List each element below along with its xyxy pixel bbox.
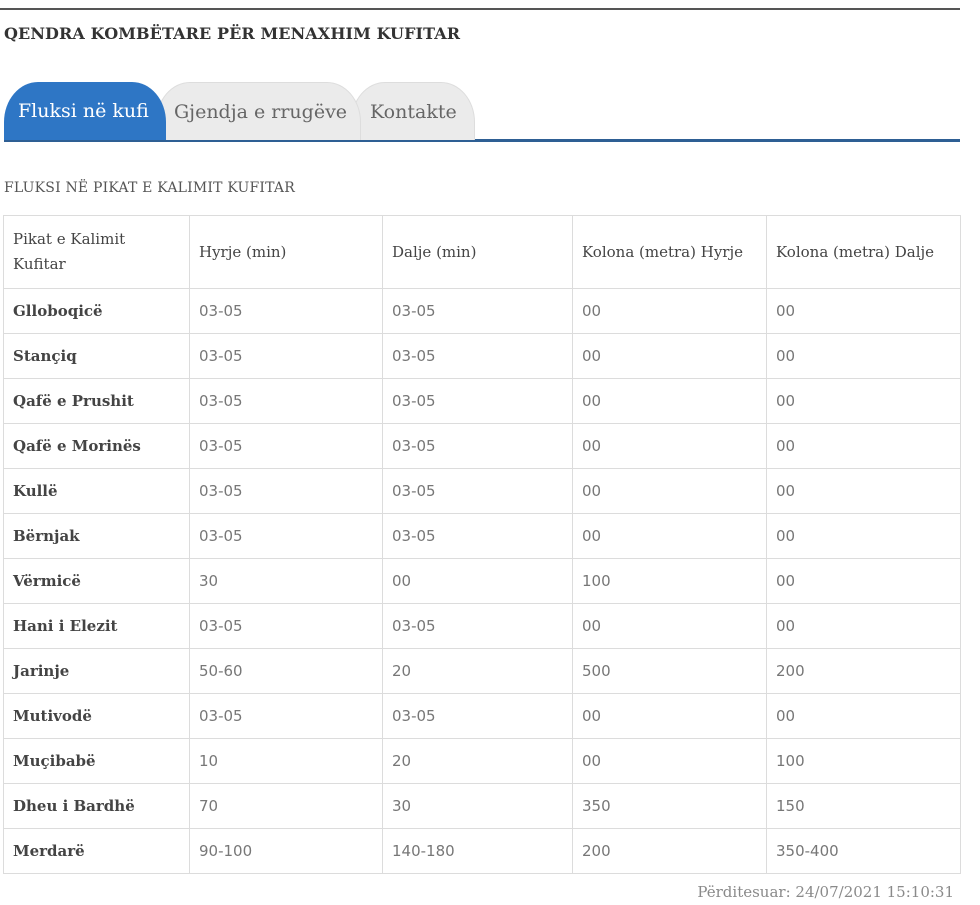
crossing-point-name: Stançiq	[3, 333, 190, 379]
table-cell: 100	[766, 738, 961, 784]
crossing-point-name: Muçibabë	[3, 738, 190, 784]
section-title: FLUKSI NË PIKAT E KALIMIT KUFITAR	[4, 180, 295, 196]
column-header-exit-min: Dalje (min)	[382, 215, 573, 289]
tab-gjendja-e-rrugeve[interactable]: Gjendja e rrugëve	[156, 82, 361, 140]
table-cell: 03-05	[382, 333, 573, 379]
table-row: Jarinje 50-60 20 500 200	[3, 648, 961, 694]
table-row: Vërmicë 30 00 100 00	[3, 558, 961, 604]
page-title: QENDRA KOMBËTARE PËR MENAXHIM KUFITAR	[4, 24, 461, 43]
crossing-point-name: Qafë e Morinës	[3, 423, 190, 469]
table-row: Dheu i Bardhë 70 30 350 150	[3, 783, 961, 829]
tab-bar: Fluksi në kufi Gjendja e rrugëve Kontakt…	[4, 82, 960, 140]
column-header-queue-entry: Kolona (metra) Hyrje	[572, 215, 767, 289]
table-cell: 03-05	[189, 333, 383, 379]
column-header-crossing-point: Pikat e Kalimit Kufitar	[3, 215, 190, 289]
crossing-point-name: Glloboqicë	[3, 288, 190, 334]
table-cell: 10	[189, 738, 383, 784]
table-cell: 03-05	[382, 603, 573, 649]
table-row: Qafë e Morinës 03-05 03-05 00 00	[3, 423, 961, 469]
crossing-point-name: Kullë	[3, 468, 190, 514]
table-cell: 03-05	[382, 513, 573, 559]
table-cell: 200	[572, 828, 767, 874]
tab-underline	[4, 139, 960, 142]
top-divider	[0, 8, 960, 10]
table-row: Qafë e Prushit 03-05 03-05 00 00	[3, 378, 961, 424]
border-flux-table: Pikat e Kalimit Kufitar Hyrje (min) Dalj…	[3, 215, 961, 874]
tab-fluksi-ne-kufi[interactable]: Fluksi në kufi	[4, 82, 166, 140]
table-cell: 00	[572, 378, 767, 424]
table-cell: 20	[382, 648, 573, 694]
table-cell: 03-05	[382, 693, 573, 739]
table-cell: 03-05	[189, 378, 383, 424]
table-cell: 00	[572, 288, 767, 334]
table-row: Merdarë 90-100 140-180 200 350-400	[3, 828, 961, 874]
crossing-point-name: Qafë e Prushit	[3, 378, 190, 424]
table-cell: 00	[766, 423, 961, 469]
table-row: Kullë 03-05 03-05 00 00	[3, 468, 961, 514]
crossing-point-name: Jarinje	[3, 648, 190, 694]
table-cell: 03-05	[189, 423, 383, 469]
table-cell: 03-05	[189, 693, 383, 739]
table-cell: 00	[572, 513, 767, 559]
table-cell: 150	[766, 783, 961, 829]
crossing-point-name: Bërnjak	[3, 513, 190, 559]
table-cell: 03-05	[382, 378, 573, 424]
table-cell: 03-05	[189, 468, 383, 514]
table-cell: 00	[766, 693, 961, 739]
table-cell: 00	[572, 333, 767, 379]
column-header-entry-min: Hyrje (min)	[189, 215, 383, 289]
table-row: Stançiq 03-05 03-05 00 00	[3, 333, 961, 379]
table-cell: 03-05	[189, 288, 383, 334]
table-cell: 90-100	[189, 828, 383, 874]
table-cell: 00	[572, 738, 767, 784]
table-row: Mutivodë 03-05 03-05 00 00	[3, 693, 961, 739]
crossing-point-name: Merdarë	[3, 828, 190, 874]
table-cell: 50-60	[189, 648, 383, 694]
tab-kontakte[interactable]: Kontakte	[351, 82, 475, 140]
crossing-point-name: Dheu i Bardhë	[3, 783, 190, 829]
table-cell: 30	[382, 783, 573, 829]
table-cell: 03-05	[382, 423, 573, 469]
table-cell: 00	[572, 693, 767, 739]
table-cell: 03-05	[382, 468, 573, 514]
table-cell: 00	[572, 468, 767, 514]
column-header-queue-exit: Kolona (metra) Dalje	[766, 215, 961, 289]
table-header-row: Pikat e Kalimit Kufitar Hyrje (min) Dalj…	[3, 215, 961, 289]
table-cell: 03-05	[382, 288, 573, 334]
table-cell: 30	[189, 558, 383, 604]
table-cell: 00	[766, 603, 961, 649]
table-cell: 140-180	[382, 828, 573, 874]
table-cell: 00	[766, 378, 961, 424]
crossing-point-name: Mutivodë	[3, 693, 190, 739]
table-cell: 00	[766, 468, 961, 514]
table-cell: 70	[189, 783, 383, 829]
table-cell: 20	[382, 738, 573, 784]
table-cell: 00	[766, 558, 961, 604]
table-row: Bërnjak 03-05 03-05 00 00	[3, 513, 961, 559]
table-cell: 00	[766, 333, 961, 379]
table-cell: 100	[572, 558, 767, 604]
last-updated-timestamp: Përditesuar: 24/07/2021 15:10:31	[697, 883, 954, 901]
table-cell: 350	[572, 783, 767, 829]
table-cell: 00	[572, 603, 767, 649]
table-cell: 00	[766, 288, 961, 334]
crossing-point-name: Vërmicë	[3, 558, 190, 604]
table-cell: 00	[382, 558, 573, 604]
table-cell: 03-05	[189, 513, 383, 559]
crossing-point-name: Hani i Elezit	[3, 603, 190, 649]
table-row: Muçibabë 10 20 00 100	[3, 738, 961, 784]
table-row: Glloboqicë 03-05 03-05 00 00	[3, 288, 961, 334]
table-row: Hani i Elezit 03-05 03-05 00 00	[3, 603, 961, 649]
table-cell: 03-05	[189, 603, 383, 649]
table-cell: 500	[572, 648, 767, 694]
table-cell: 200	[766, 648, 961, 694]
table-cell: 350-400	[766, 828, 961, 874]
table-cell: 00	[572, 423, 767, 469]
table-cell: 00	[766, 513, 961, 559]
